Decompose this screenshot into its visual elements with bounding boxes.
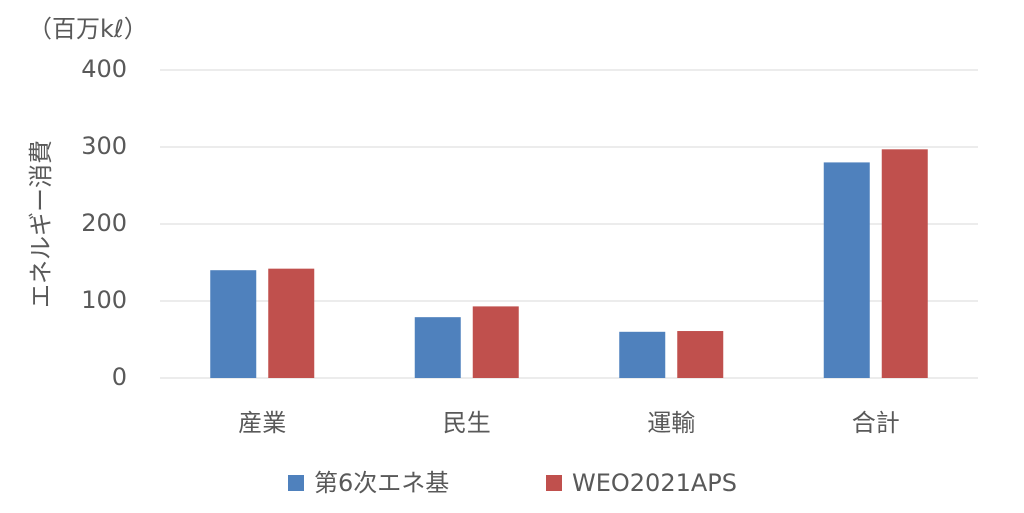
x-tick-label: 民生: [443, 409, 491, 437]
y-tick-label: 200: [81, 209, 127, 237]
bar: [619, 331, 666, 378]
bar: [472, 306, 519, 378]
y-tick-label: 0: [112, 363, 127, 391]
x-tick-label: 産業: [238, 409, 286, 437]
y-tick-label: 400: [81, 55, 127, 83]
y-tick-label: 300: [81, 132, 127, 160]
unit-label: （百万kℓ）: [28, 15, 148, 43]
y-tick-label: 100: [81, 286, 127, 314]
bar: [414, 317, 461, 378]
legend-swatch: [288, 475, 304, 491]
legend-label: 第6次エネ基: [314, 469, 449, 497]
x-tick-label: 運輸: [647, 409, 695, 437]
bar: [210, 270, 257, 378]
legend-swatch: [546, 475, 562, 491]
y-axis-label: エネルギー消費: [27, 140, 55, 308]
bar: [881, 149, 928, 378]
x-tick-label: 合計: [852, 409, 900, 437]
bar: [677, 331, 724, 378]
bar: [823, 162, 870, 378]
bar: [268, 268, 315, 378]
legend-label: WEO2021APS: [572, 469, 737, 497]
